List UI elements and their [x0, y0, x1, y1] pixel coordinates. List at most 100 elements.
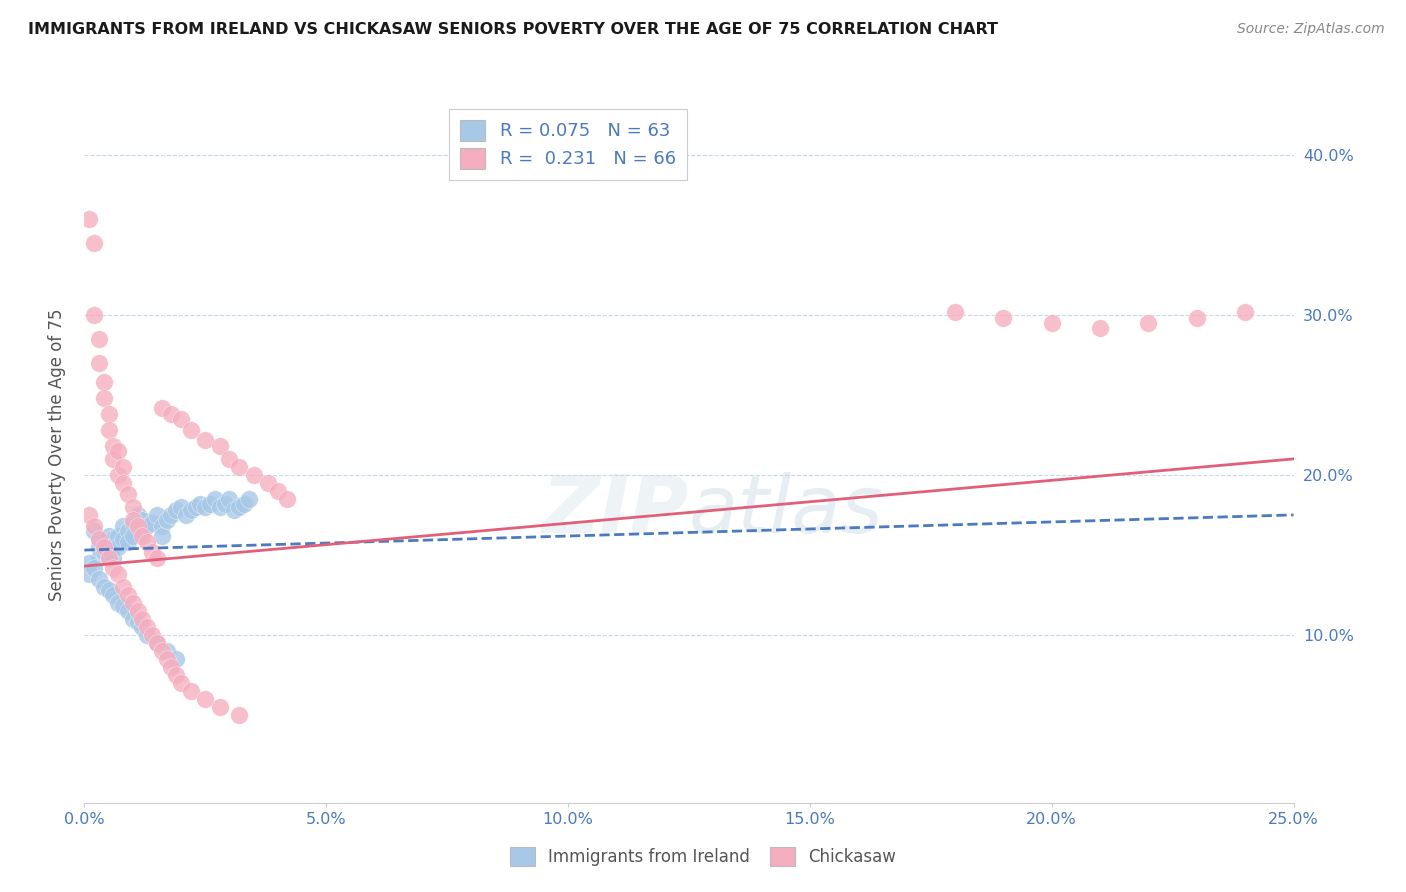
Point — [160, 660, 183, 674]
Point — [112, 459, 135, 474]
Point — [160, 407, 183, 421]
Point — [228, 500, 250, 514]
Point — [93, 544, 115, 558]
Point — [77, 212, 100, 227]
Text: atlas: atlas — [689, 472, 884, 549]
Legend: R = 0.075   N = 63, R =  0.231   N = 66: R = 0.075 N = 63, R = 0.231 N = 66 — [450, 109, 686, 179]
Point — [93, 391, 115, 405]
Point — [77, 508, 100, 522]
Point — [121, 529, 143, 543]
Point — [198, 497, 221, 511]
Point — [131, 612, 153, 626]
Point — [121, 500, 143, 514]
Point — [1234, 305, 1257, 319]
Point — [97, 423, 120, 437]
Point — [155, 652, 177, 666]
Point — [83, 524, 105, 538]
Point — [141, 516, 163, 530]
Point — [136, 628, 159, 642]
Point — [83, 235, 105, 250]
Point — [103, 540, 125, 554]
Point — [97, 540, 120, 554]
Point — [943, 305, 966, 319]
Point — [180, 683, 202, 698]
Point — [194, 500, 217, 514]
Point — [276, 491, 298, 506]
Point — [93, 580, 115, 594]
Text: IMMIGRANTS FROM IRELAND VS CHICKASAW SENIORS POVERTY OVER THE AGE OF 75 CORRELAT: IMMIGRANTS FROM IRELAND VS CHICKASAW SEN… — [28, 22, 998, 37]
Point — [184, 500, 207, 514]
Point — [224, 503, 246, 517]
Point — [242, 467, 264, 482]
Point — [107, 467, 129, 482]
Point — [1137, 316, 1160, 330]
Point — [87, 532, 110, 546]
Point — [97, 407, 120, 421]
Point — [121, 513, 143, 527]
Point — [112, 599, 135, 613]
Point — [228, 707, 250, 722]
Point — [170, 676, 193, 690]
Point — [1040, 316, 1063, 330]
Point — [146, 508, 169, 522]
Point — [83, 519, 105, 533]
Point — [127, 615, 149, 629]
Point — [146, 636, 169, 650]
Point — [174, 508, 197, 522]
Point — [170, 500, 193, 514]
Point — [160, 508, 183, 522]
Point — [103, 532, 125, 546]
Point — [87, 532, 110, 546]
Point — [1185, 311, 1208, 326]
Point — [112, 532, 135, 546]
Point — [93, 540, 115, 554]
Point — [87, 572, 110, 586]
Point — [141, 544, 163, 558]
Point — [112, 580, 135, 594]
Point — [194, 433, 217, 447]
Point — [112, 519, 135, 533]
Point — [136, 535, 159, 549]
Point — [107, 529, 129, 543]
Point — [228, 459, 250, 474]
Point — [150, 401, 173, 415]
Point — [155, 513, 177, 527]
Point — [141, 628, 163, 642]
Point — [121, 516, 143, 530]
Point — [1088, 320, 1111, 334]
Point — [103, 451, 125, 466]
Point — [136, 620, 159, 634]
Point — [131, 524, 153, 538]
Point — [117, 604, 139, 618]
Point — [77, 567, 100, 582]
Point — [165, 503, 187, 517]
Point — [131, 529, 153, 543]
Point — [218, 491, 240, 506]
Point — [165, 652, 187, 666]
Point — [131, 513, 153, 527]
Point — [267, 483, 290, 498]
Point — [117, 487, 139, 501]
Point — [103, 551, 125, 566]
Legend: Immigrants from Ireland, Chickasaw: Immigrants from Ireland, Chickasaw — [502, 838, 904, 875]
Text: Source: ZipAtlas.com: Source: ZipAtlas.com — [1237, 22, 1385, 37]
Point — [127, 604, 149, 618]
Point — [87, 551, 110, 566]
Point — [190, 497, 212, 511]
Point — [233, 497, 256, 511]
Point — [194, 691, 217, 706]
Point — [97, 529, 120, 543]
Point — [83, 560, 105, 574]
Point — [146, 551, 169, 566]
Point — [165, 668, 187, 682]
Y-axis label: Seniors Poverty Over the Age of 75: Seniors Poverty Over the Age of 75 — [48, 309, 66, 601]
Point — [208, 439, 231, 453]
Point — [150, 644, 173, 658]
Point — [107, 567, 129, 582]
Point — [204, 491, 226, 506]
Point — [208, 699, 231, 714]
Point — [107, 540, 129, 554]
Point — [117, 588, 139, 602]
Point — [170, 412, 193, 426]
Point — [93, 375, 115, 389]
